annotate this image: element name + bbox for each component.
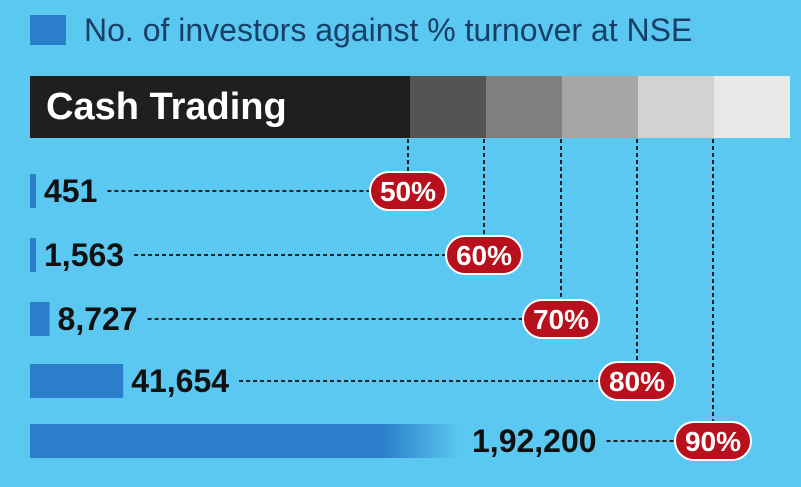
percent-label-3: 80% xyxy=(609,366,665,397)
percent-badge-2 xyxy=(522,299,600,339)
section-header-bar: Cash Trading xyxy=(30,76,790,138)
value-label-3: 41,654 xyxy=(131,363,229,399)
shade-block-5 xyxy=(714,76,790,138)
legend-swatch xyxy=(30,15,66,45)
section-label: Cash Trading xyxy=(30,76,410,138)
shade-block-3 xyxy=(562,76,638,138)
legend: No. of investors against % turnover at N… xyxy=(30,10,692,50)
value-label-4: 1,92,200 xyxy=(472,423,597,459)
value-label-0: 451 xyxy=(44,173,97,209)
bar-60pct xyxy=(30,238,36,272)
shade-block-1 xyxy=(410,76,486,138)
percent-badge-0 xyxy=(369,171,447,211)
bar-70pct xyxy=(30,302,50,336)
legend-label: No. of investors against % turnover at N… xyxy=(84,11,693,48)
percent-label-1: 60% xyxy=(456,240,512,271)
percent-label-2: 70% xyxy=(533,304,589,335)
percent-badge-3 xyxy=(598,361,676,401)
value-label-2: 8,727 xyxy=(58,301,138,337)
shade-block-4 xyxy=(638,76,714,138)
bar-80pct xyxy=(30,364,124,398)
percent-label-0: 50% xyxy=(380,176,436,207)
value-label-1: 1,563 xyxy=(44,237,124,273)
percent-badge-4 xyxy=(674,421,752,461)
shade-block-2 xyxy=(486,76,562,138)
percent-label-4: 90% xyxy=(685,426,741,457)
percent-badge-1 xyxy=(445,235,523,275)
bar-90pct xyxy=(30,424,460,458)
bar-50pct xyxy=(30,174,36,208)
